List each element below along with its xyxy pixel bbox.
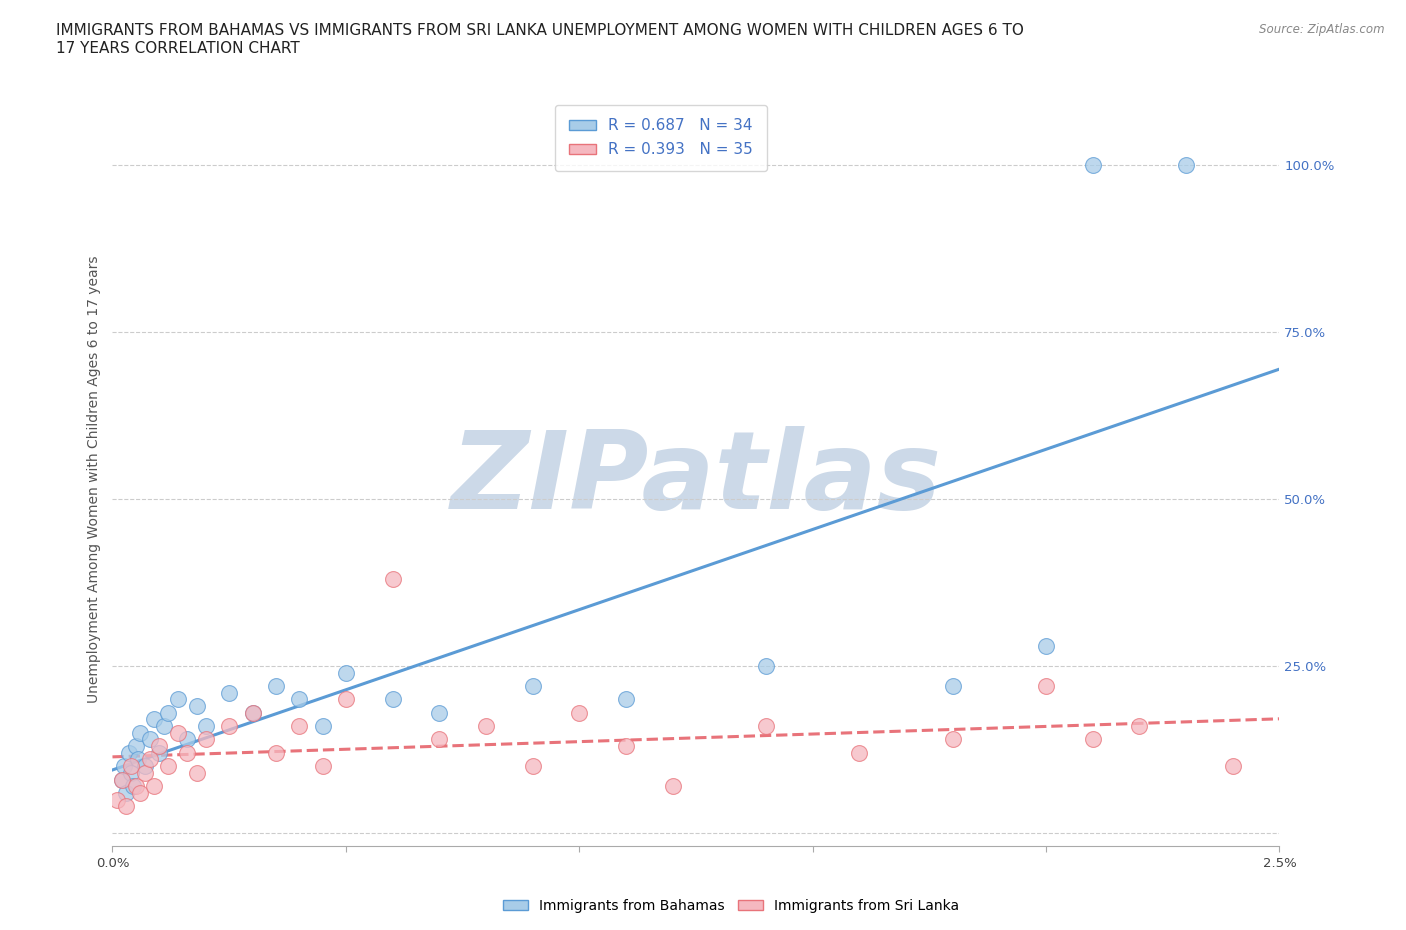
Point — [176, 745, 198, 760]
Point — [129, 725, 152, 740]
Point — [157, 759, 180, 774]
Point — [186, 765, 208, 780]
Point — [194, 732, 217, 747]
Point — [311, 759, 333, 774]
Point — [1222, 759, 1244, 774]
Point — [115, 799, 138, 814]
Point — [120, 765, 142, 780]
Point — [122, 778, 145, 793]
Point — [242, 705, 264, 720]
Point — [381, 572, 404, 587]
Point — [522, 759, 544, 774]
Point — [942, 732, 965, 747]
Point — [176, 732, 198, 747]
Y-axis label: Unemployment Among Women with Children Ages 6 to 17 years: Unemployment Among Women with Children A… — [87, 255, 101, 703]
Point — [134, 765, 156, 780]
Point — [568, 705, 591, 720]
Point — [125, 778, 148, 793]
Point — [111, 772, 134, 787]
Point — [335, 692, 357, 707]
Point — [661, 778, 683, 793]
Point — [166, 725, 188, 740]
Point — [614, 738, 637, 753]
Point — [186, 698, 208, 713]
Point — [264, 679, 287, 694]
Point — [427, 732, 450, 747]
Point — [264, 745, 287, 760]
Point — [139, 752, 162, 767]
Point — [1035, 679, 1057, 694]
Point — [755, 719, 778, 734]
Point — [120, 759, 142, 774]
Legend: Immigrants from Bahamas, Immigrants from Sri Lanka: Immigrants from Bahamas, Immigrants from… — [498, 894, 965, 919]
Point — [381, 692, 404, 707]
Point — [148, 745, 170, 760]
Point — [1081, 732, 1104, 747]
Point — [288, 719, 311, 734]
Point — [129, 786, 152, 801]
Point — [335, 665, 357, 680]
Point — [614, 692, 637, 707]
Point — [1081, 157, 1104, 172]
Point — [427, 705, 450, 720]
Point — [166, 692, 188, 707]
Point — [112, 759, 135, 774]
Point — [194, 719, 217, 734]
Text: ZIPatlas: ZIPatlas — [450, 426, 942, 532]
Legend: R = 0.687   N = 34, R = 0.393   N = 35: R = 0.687 N = 34, R = 0.393 N = 35 — [555, 104, 766, 171]
Point — [143, 778, 166, 793]
Point — [118, 745, 141, 760]
Text: Source: ZipAtlas.com: Source: ZipAtlas.com — [1260, 23, 1385, 36]
Point — [288, 692, 311, 707]
Point — [311, 719, 333, 734]
Point — [125, 738, 148, 753]
Point — [942, 679, 965, 694]
Point — [115, 786, 138, 801]
Point — [1175, 157, 1198, 172]
Point — [218, 719, 240, 734]
Point — [475, 719, 498, 734]
Point — [111, 772, 134, 787]
Point — [153, 719, 176, 734]
Point — [218, 685, 240, 700]
Point — [1128, 719, 1150, 734]
Point — [1035, 639, 1057, 654]
Text: IMMIGRANTS FROM BAHAMAS VS IMMIGRANTS FROM SRI LANKA UNEMPLOYMENT AMONG WOMEN WI: IMMIGRANTS FROM BAHAMAS VS IMMIGRANTS FR… — [56, 23, 1024, 56]
Point — [139, 732, 162, 747]
Point — [143, 712, 166, 727]
Point — [148, 738, 170, 753]
Point — [105, 792, 128, 807]
Point — [127, 752, 149, 767]
Point — [157, 705, 180, 720]
Point — [522, 679, 544, 694]
Point — [134, 759, 156, 774]
Point — [848, 745, 870, 760]
Point — [242, 705, 264, 720]
Point — [755, 658, 778, 673]
